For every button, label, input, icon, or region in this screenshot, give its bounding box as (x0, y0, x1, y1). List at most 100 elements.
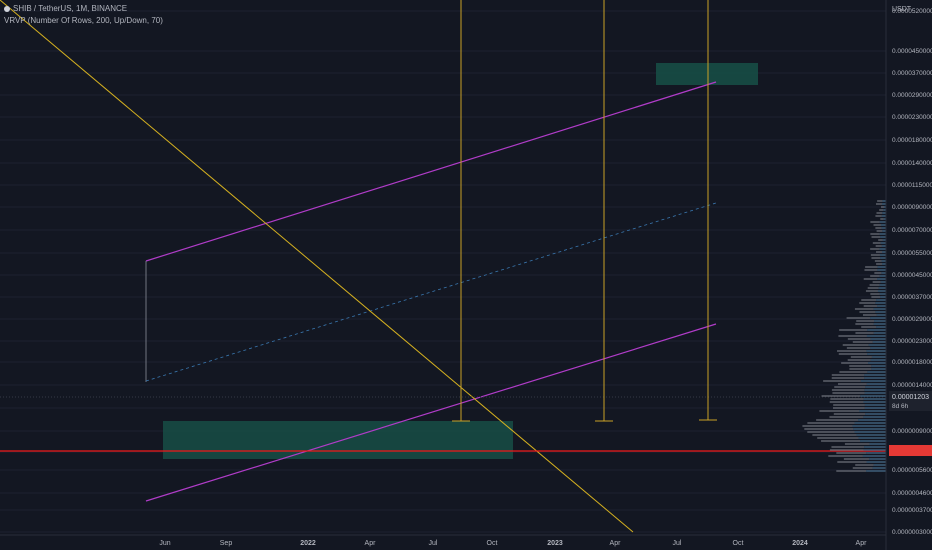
volume-profile-bar (829, 416, 864, 418)
volume-profile-bar (880, 296, 886, 298)
volume-profile-bar (877, 269, 886, 271)
volume-profile-bar (881, 245, 886, 247)
volume-profile-bar (871, 356, 886, 358)
volume-profile-bar (877, 290, 886, 292)
volume-profile-bar (881, 203, 886, 205)
volume-profile-bar (807, 431, 855, 433)
volume-profile-bar (879, 293, 886, 295)
price-axis-tick: 0.0000004600 (892, 490, 932, 497)
volume-profile-bar (874, 320, 886, 322)
volume-profile-bar (847, 359, 871, 361)
target-zone (656, 63, 758, 85)
volume-profile-bar (873, 464, 886, 466)
zones (163, 63, 758, 459)
volume-profile-bar (869, 284, 880, 286)
volume-profile-bar (832, 407, 865, 409)
time-axis-tick: Jun (159, 540, 170, 547)
volume-profile-bar (817, 437, 859, 439)
volume-profile-bar (846, 347, 871, 349)
volume-profile-bar (877, 200, 883, 202)
volume-profile-bar (880, 257, 886, 259)
price-axis-tick: 0.0000009000 (892, 428, 932, 435)
price-axis-bg (886, 0, 932, 550)
volume-profile-bar (821, 440, 861, 442)
price-axis-tick: 0.0000045000 (892, 272, 932, 279)
price-axis-tick: 0.0000037000 (892, 294, 932, 301)
price-axis-tick: 0.0000023000 (892, 338, 932, 345)
current-price-tag (889, 391, 932, 411)
volume-profile-bar (871, 236, 881, 238)
volume-profile-bar (867, 353, 886, 355)
volume-profile-bar (875, 227, 882, 229)
volume-profile-bar (839, 371, 868, 373)
volume-profile-bar (829, 401, 864, 403)
price-axis-currency: USDT (892, 6, 912, 13)
volume-profile-bar (859, 410, 886, 412)
volume-profile-bar (879, 284, 886, 286)
volume-profile-bar (844, 443, 870, 445)
volume-profile-bar (883, 209, 886, 211)
volume-profile-bar (837, 350, 867, 352)
volume-profile-bar (872, 467, 886, 469)
descending-trendline (0, 0, 634, 533)
volume-profile-bar (880, 281, 886, 283)
volume-profile-bar (877, 266, 886, 268)
volume-profile-bar (870, 317, 886, 319)
support-price-tag (889, 445, 932, 456)
volume-profile-bar (875, 311, 886, 313)
volume-profile-bar (871, 368, 886, 370)
volume-profile-bar (870, 293, 880, 295)
volume-profile-bar (879, 254, 886, 256)
volume-profile-bar (830, 398, 864, 400)
volume-profile-bar (864, 446, 886, 448)
volume-profile-bar (866, 350, 886, 352)
time-axis-tick: 2023 (547, 540, 563, 547)
volume-profile-bar (882, 212, 886, 214)
price-axis-tick: 0.0000005600 (892, 467, 932, 474)
volume-profile-bar (875, 302, 886, 304)
volume-profile-bar (863, 305, 878, 307)
volume-profile-bar (821, 395, 861, 397)
volume-profile-bar (864, 269, 878, 271)
volume-profile-bar (866, 335, 886, 337)
volume-profile-bar (860, 440, 886, 442)
volume-profile-bar (870, 248, 880, 250)
volume-profile-bar (867, 287, 879, 289)
volume-profile-bar (831, 389, 865, 391)
volume-profile-bar (863, 398, 886, 400)
volume-profile-bar (869, 443, 886, 445)
volume-profile-bar (882, 200, 886, 202)
volume-profile-bar (873, 332, 886, 334)
shib-logo-icon (4, 5, 10, 12)
volume-profile-bar (829, 449, 864, 451)
volume-profile-bar (838, 353, 868, 355)
volume-profile-bar (819, 410, 860, 412)
grid (0, 10, 886, 533)
volume-profile-bar (879, 275, 886, 277)
volume-profile-bar (878, 287, 886, 289)
volume-profile-bar (867, 371, 886, 373)
time-axis-tick: Apr (365, 540, 377, 547)
price-axis-tick: 0.0000003700 (892, 507, 932, 514)
volume-profile-bar (870, 338, 886, 340)
volume-profile-bar (868, 362, 886, 364)
volume-profile-bar (839, 329, 868, 331)
volume-profile-bar (854, 422, 886, 424)
indicator-legend[interactable]: VRVP (Number Of Rows, 200, Up/Down, 70) (4, 16, 163, 25)
volume-profile-bar (859, 311, 876, 313)
time-axis-tick: Jul (673, 540, 682, 547)
price-axis-tick: 0.0000520000 (892, 8, 932, 15)
volume-profile-bar (875, 203, 882, 205)
volume-profile-bar (856, 320, 875, 322)
volume-profile-bar (866, 461, 886, 463)
volume-profile-bar (873, 323, 886, 325)
symbol-title: SHIB / TetherUS, 1M, BINANCE (13, 4, 128, 13)
volume-profile-bar (871, 365, 886, 367)
volume-profile-bar (883, 218, 886, 220)
bar-countdown: 8d 6h (892, 403, 909, 410)
volume-profile-bar (836, 470, 867, 472)
volume-profile-bar (812, 434, 857, 436)
volume-profile-bar (836, 452, 867, 454)
volume-profile-bar (807, 422, 855, 424)
